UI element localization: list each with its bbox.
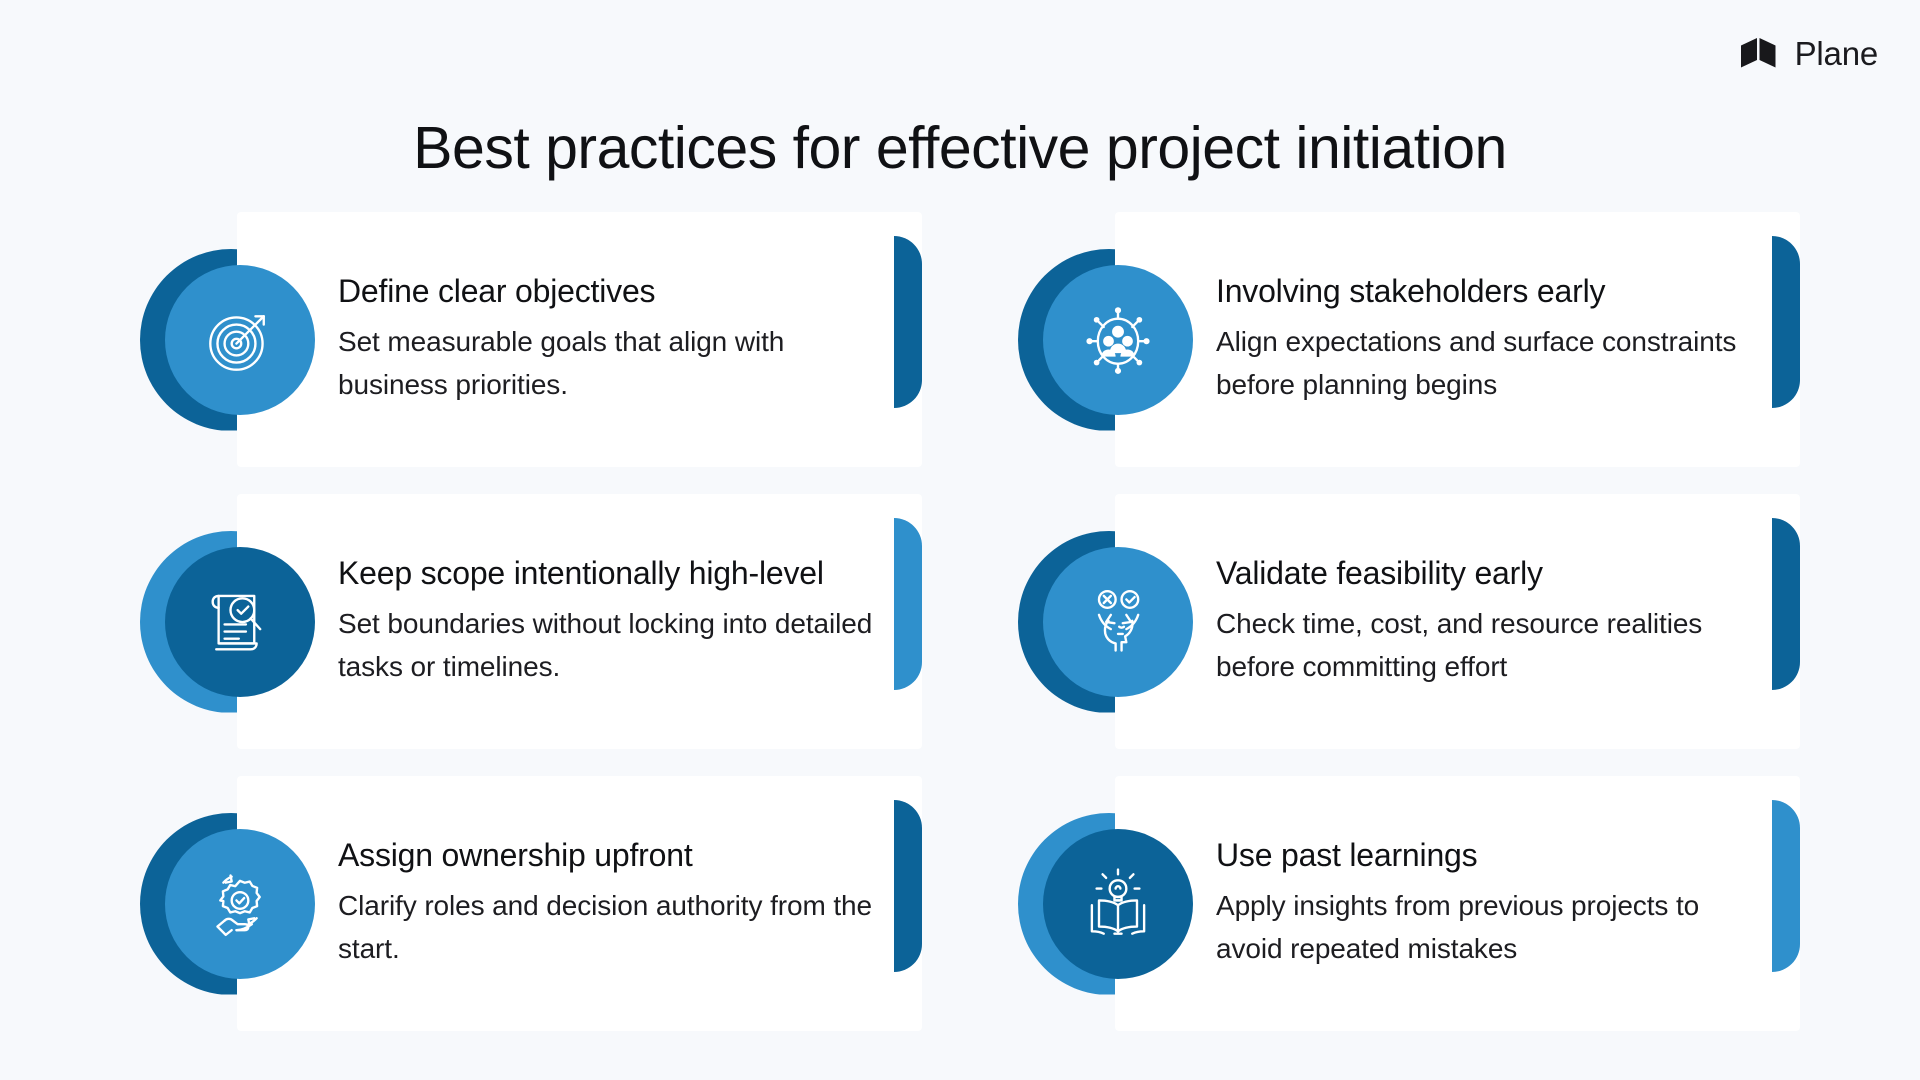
card-title: Use past learnings [1216,837,1478,874]
card-panel [237,212,922,467]
brand-logo: Plane [1739,36,1878,70]
icon-front-disc [165,546,315,697]
card-description: Set boundaries without locking into deta… [338,608,873,683]
card-accent-bar [1772,800,1800,972]
card-description: Clarify roles and decision authority fro… [338,890,872,965]
icon-cluster [140,530,320,713]
card-text: Involving stakeholders early Align expec… [1216,272,1840,406]
card-accent-bar [894,800,922,972]
card-keep-scope-high-level: Keep scope intentionally high-level Set … [140,494,962,749]
hand-gear-check-icon [216,873,261,936]
card-panel [1115,212,1800,467]
icon-front-disc [1043,264,1193,415]
target-arrow-icon [209,314,265,371]
card-panel [237,776,922,1031]
card-text: Validate feasibility early Check time, c… [1216,554,1840,688]
card-panel [237,494,922,749]
icon-cluster [1018,248,1198,431]
card-text: Use past learnings Apply insights from p… [1216,836,1840,970]
card-description: Apply insights from previous projects to… [1216,890,1700,965]
icon-front-disc [1043,546,1193,697]
card-title: Keep scope intentionally high-level [338,555,824,592]
card-text: Define clear objectives Set measurable g… [338,272,962,406]
card-text: Assign ownership upfront Clarify roles a… [338,836,962,970]
card-title: Validate feasibility early [1216,555,1543,592]
icon-front-disc [165,264,315,415]
card-validate-feasibility-early: Validate feasibility early Check time, c… [1018,494,1840,749]
icon-front-disc [1043,828,1193,979]
brand-name: Plane [1794,34,1879,72]
card-panel [1115,494,1800,749]
card-use-past-learnings: Use past learnings Apply insights from p… [1018,776,1840,1031]
best-practices-grid: Define clear objectives Set measurable g… [140,212,1840,1031]
card-define-clear-objectives: Define clear objectives Set measurable g… [140,212,962,467]
card-involving-stakeholders-early: Involving stakeholders early Align expec… [1018,212,1840,467]
icon-cluster [140,248,320,431]
card-accent-bar [894,236,922,408]
card-title: Define clear objectives [338,273,656,310]
decision-head-icon [1097,589,1140,652]
icon-cluster [1018,530,1198,713]
card-accent-bar [1772,236,1800,408]
page-title: Best practices for effective project ini… [413,114,1507,181]
card-title: Involving stakeholders early [1216,273,1606,310]
document-magnifier-check-icon [211,594,262,650]
book-lightbulb-icon [1090,867,1146,935]
plane-logo-icon [1740,38,1776,68]
card-description: Check time, cost, and resource realities… [1216,608,1703,683]
card-panel [1115,776,1800,1031]
stakeholders-network-icon [1086,306,1150,374]
card-accent-bar [894,518,922,690]
icon-front-disc [165,828,315,979]
card-title: Assign ownership upfront [338,837,693,874]
card-description: Align expectations and surface constrain… [1216,326,1737,401]
icon-cluster [140,812,320,995]
icon-cluster [1018,812,1198,995]
card-assign-ownership-upfront: Assign ownership upfront Clarify roles a… [140,776,962,1031]
card-accent-bar [1772,518,1800,690]
card-text: Keep scope intentionally high-level Set … [338,554,962,688]
card-description: Set measurable goals that align with bus… [338,326,785,401]
